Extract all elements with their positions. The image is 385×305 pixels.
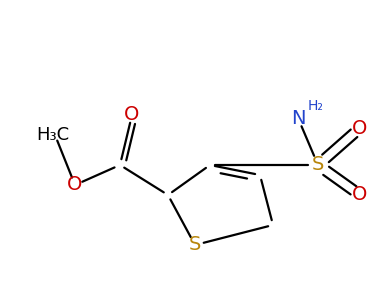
Text: O: O	[67, 175, 83, 195]
Text: S: S	[189, 235, 201, 254]
Text: O: O	[352, 185, 368, 204]
Text: S: S	[312, 156, 324, 174]
Text: H₃C: H₃C	[37, 126, 70, 144]
Text: N: N	[291, 109, 305, 127]
Text: O: O	[124, 106, 140, 124]
Text: O: O	[352, 119, 368, 138]
Text: H₂: H₂	[308, 99, 324, 113]
